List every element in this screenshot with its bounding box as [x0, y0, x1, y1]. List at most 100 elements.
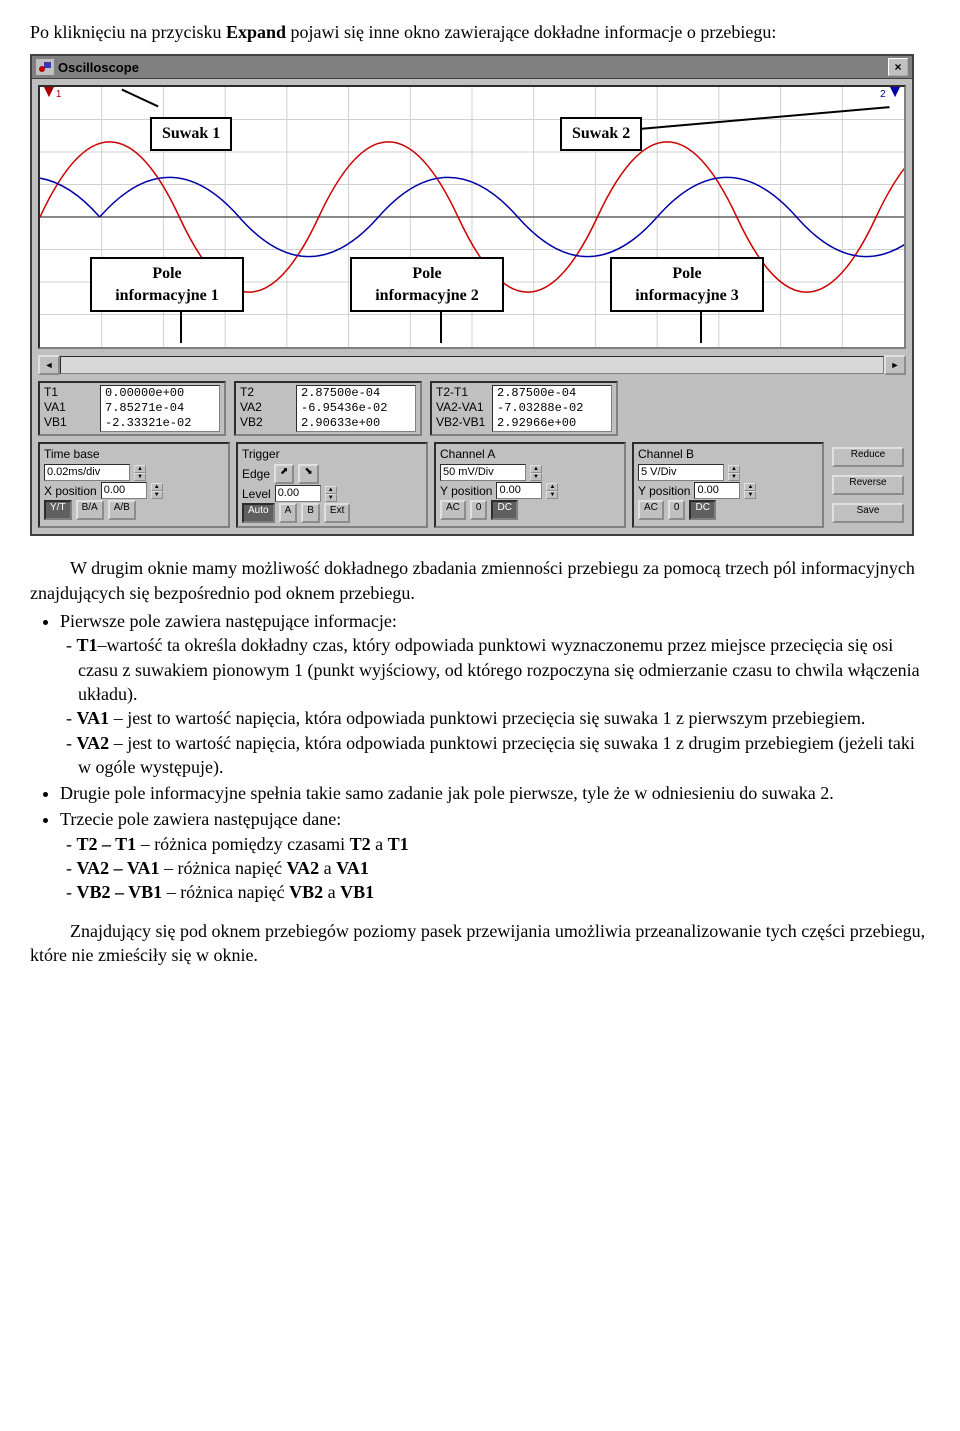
readout-group-2: T2 VA2 VB2 2.87500e-04 -6.95436e-02 2.90…	[234, 381, 422, 436]
ba-button[interactable]: B/A	[76, 500, 104, 520]
trigger-panel: Trigger Edge⬈⬊ Level0.00 ▲▼ Auto A B Ext	[236, 442, 428, 528]
ab-button[interactable]: A/B	[108, 500, 136, 520]
ro-vb1-lbl: VB1	[44, 415, 100, 430]
oscilloscope-window: Oscilloscope ×	[30, 54, 914, 536]
timebase-spinner[interactable]: ▲▼	[134, 465, 146, 480]
callout-suwak1: Suwak 1	[150, 117, 232, 151]
ro-dva-val: -7.03288e-02	[497, 401, 607, 416]
level-label: Level	[242, 486, 271, 502]
ro-dvb-lbl: VB2-VB1	[436, 415, 492, 430]
ro-va2-val: -6.95436e-02	[301, 401, 411, 416]
chb-scale-input[interactable]: 5 V/Div	[638, 464, 724, 481]
ro-dt-lbl: T2-T1	[436, 385, 492, 400]
reduce-button[interactable]: Reduce	[832, 447, 904, 467]
right-buttons: Reduce Reverse Save	[830, 442, 906, 528]
xpos-spinner[interactable]: ▲▼	[151, 483, 163, 498]
ro-t2-val: 2.87500e-04	[301, 386, 411, 401]
chb-ypos-input[interactable]: 0.00	[694, 482, 740, 499]
chb-dc-button[interactable]: DC	[689, 500, 715, 520]
level-input[interactable]: 0.00	[275, 485, 321, 502]
timebase-input[interactable]: 0.02ms/div	[44, 464, 130, 481]
readout-group-1: T1 VA1 VB1 0.00000e+00 7.85271e-04 -2.33…	[38, 381, 226, 436]
cha-ypos-spinner[interactable]: ▲▼	[546, 483, 558, 498]
callout-pole2-l2: informacyjne 2	[362, 285, 492, 307]
readouts: T1 VA1 VB1 0.00000e+00 7.85271e-04 -2.33…	[38, 381, 906, 436]
cha-dc-button[interactable]: DC	[491, 500, 517, 520]
window-title: Oscilloscope	[58, 59, 139, 77]
bullet-3a: - T2 – T1 – różnica pomiędzy czasami T2 …	[78, 832, 930, 856]
callout-pole3-l2: informacyjne 3	[622, 285, 752, 307]
bullet-2: Drugie pole informacyjne spełnia takie s…	[60, 781, 930, 805]
chb-ypos-spinner[interactable]: ▲▼	[744, 483, 756, 498]
xpos-label: X position	[44, 483, 97, 499]
callout-pole1-l1: Pole	[102, 263, 232, 285]
trig-ext-button[interactable]: Ext	[324, 503, 350, 523]
channel-b-panel: Channel B 5 V/Div▲▼ Y position0.00▲▼ AC …	[632, 442, 824, 528]
bullet-1c: - VA2 – jest to wartość napięcia, która …	[78, 731, 930, 780]
trigger-header: Trigger	[242, 446, 422, 462]
cha-scale-input[interactable]: 50 mV/Div	[440, 464, 526, 481]
cha-0-button[interactable]: 0	[470, 500, 488, 520]
ro-va2-lbl: VA2	[240, 400, 296, 415]
ro-t2-lbl: T2	[240, 385, 296, 400]
scope-display: 1 2 Suwak 1 Suwak 2 Pole informacyjne 1 …	[38, 85, 906, 349]
svg-text:1: 1	[56, 89, 62, 100]
chb-header: Channel B	[638, 446, 818, 462]
edge-label: Edge	[242, 466, 270, 482]
readout-group-3: T2-T1 VA2-VA1 VB2-VB1 2.87500e-04 -7.032…	[430, 381, 618, 436]
ro-dva-lbl: VA2-VA1	[436, 400, 492, 415]
body-p2: Znajdujący się pod oknem przebiegów pozi…	[30, 919, 930, 968]
chb-ac-button[interactable]: AC	[638, 500, 664, 520]
auto-button[interactable]: Auto	[242, 503, 275, 523]
scroll-track[interactable]	[60, 356, 884, 374]
chb-0-button[interactable]: 0	[668, 500, 686, 520]
ro-vb1-val: -2.33321e-02	[105, 416, 215, 431]
cha-ac-button[interactable]: AC	[440, 500, 466, 520]
intro-paragraph: Po kliknięciu na przycisku Expand pojawi…	[30, 20, 930, 44]
trig-a-button[interactable]: A	[279, 503, 298, 523]
callout-pole2-l1: Pole	[362, 263, 492, 285]
cha-ypos-label: Y position	[440, 483, 492, 499]
scroll-left-button[interactable]: ◄	[38, 355, 60, 375]
ro-dt-val: 2.87500e-04	[497, 386, 607, 401]
bullet-1b: - VA1 – jest to wartość napięcia, która …	[78, 706, 930, 730]
app-icon	[36, 59, 54, 75]
ro-vb2-val: 2.90633e+00	[301, 416, 411, 431]
level-spinner[interactable]: ▲▼	[325, 486, 337, 501]
reverse-button[interactable]: Reverse	[832, 475, 904, 495]
bullet-3b: - VA2 – VA1 – różnica napięć VA2 a VA1	[78, 856, 930, 880]
ro-t1-val: 0.00000e+00	[105, 386, 215, 401]
scrollbar[interactable]: ◄ ►	[38, 355, 906, 375]
edge-rise-button[interactable]: ⬈	[274, 464, 294, 484]
ro-va1-lbl: VA1	[44, 400, 100, 415]
chb-scale-spinner[interactable]: ▲▼	[728, 465, 740, 480]
channel-a-panel: Channel A 50 mV/Div▲▼ Y position0.00▲▼ A…	[434, 442, 626, 528]
controls: Time base 0.02ms/div▲▼ X position0.00▲▼ …	[38, 442, 906, 528]
cha-scale-spinner[interactable]: ▲▼	[530, 465, 542, 480]
bullet-1-text: Pierwsze pole zawiera następujące inform…	[60, 611, 397, 631]
body-p1: W drugim oknie mamy możliwość dokładnego…	[30, 556, 930, 605]
bullet-3c: - VB2 – VB1 – różnica napięć VB2 a VB1	[78, 880, 930, 904]
save-button[interactable]: Save	[832, 503, 904, 523]
callout-suwak2: Suwak 2	[560, 117, 642, 151]
xpos-input[interactable]: 0.00	[101, 482, 147, 499]
body-text: W drugim oknie mamy możliwość dokładnego…	[30, 556, 930, 967]
bullet-1: Pierwsze pole zawiera następujące inform…	[60, 609, 930, 779]
trig-b-button[interactable]: B	[301, 503, 320, 523]
cha-ypos-input[interactable]: 0.00	[496, 482, 542, 499]
bullet-3: Trzecie pole zawiera następujące dane: -…	[60, 807, 930, 904]
ro-t1-lbl: T1	[44, 385, 100, 400]
svg-text:2: 2	[880, 89, 886, 100]
bullet-1a: - T1–wartość ta określa dokładny czas, k…	[78, 633, 930, 706]
ro-va1-val: 7.85271e-04	[105, 401, 215, 416]
close-button[interactable]: ×	[888, 58, 908, 76]
yt-button[interactable]: Y/T	[44, 500, 72, 520]
callout-pole1: Pole informacyjne 1	[90, 257, 244, 312]
callout-pole2: Pole informacyjne 2	[350, 257, 504, 312]
edge-fall-button[interactable]: ⬊	[298, 464, 318, 484]
timebase-header: Time base	[44, 446, 224, 462]
titlebar: Oscilloscope ×	[32, 56, 912, 79]
callout-pole1-l2: informacyjne 1	[102, 285, 232, 307]
timebase-panel: Time base 0.02ms/div▲▼ X position0.00▲▼ …	[38, 442, 230, 528]
scroll-right-button[interactable]: ►	[884, 355, 906, 375]
